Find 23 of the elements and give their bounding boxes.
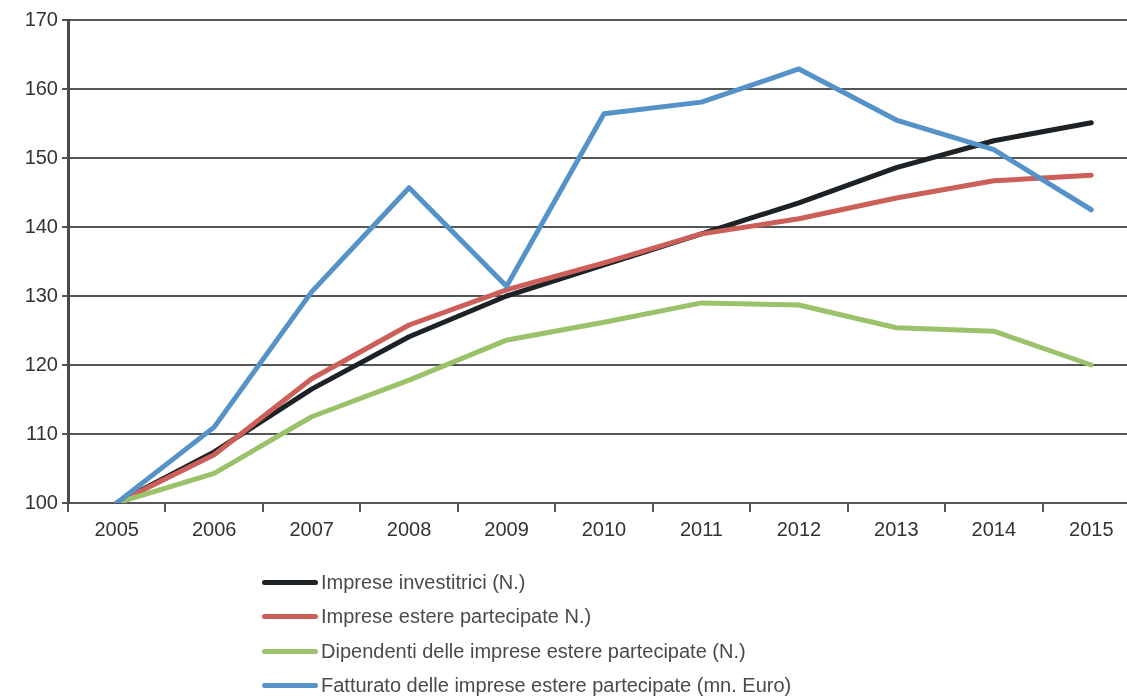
- y-tick-label: 120: [24, 352, 58, 375]
- y-tick-label: 100: [24, 490, 58, 513]
- y-tick-label: 160: [24, 76, 58, 99]
- y-tick-label: 130: [24, 283, 58, 306]
- legend-label: Imprese estere partecipate N.): [321, 605, 592, 629]
- y-tick-label: 150: [24, 145, 58, 168]
- x-tick-label: 2006: [191, 517, 237, 540]
- x-tick-label: 2009: [484, 517, 529, 540]
- x-tick-label: 2014: [971, 517, 1017, 540]
- legend-label: Fatturato delle imprese estere partecipate (mn. Euro): [321, 674, 792, 697]
- legend-label: Dipendenti delle imprese estere partecipate (N.): [321, 639, 746, 663]
- y-tick-label: 140: [24, 214, 58, 237]
- legend-label: Imprese investitrici (N.): [321, 570, 526, 594]
- x-tick-label: 2005: [94, 517, 139, 540]
- y-tick-label: 170: [24, 7, 58, 30]
- y-tick-label: 110: [26, 421, 58, 444]
- x-tick-label: 2011: [679, 517, 723, 540]
- x-tick-label: 2012: [776, 517, 822, 540]
- x-tick-label: 2010: [581, 517, 627, 540]
- x-tick-label: 2007: [289, 517, 334, 540]
- x-tick-label: 2015: [1069, 517, 1114, 540]
- x-tick-label: 2008: [386, 517, 432, 540]
- x-tick-label: 2013: [874, 517, 919, 540]
